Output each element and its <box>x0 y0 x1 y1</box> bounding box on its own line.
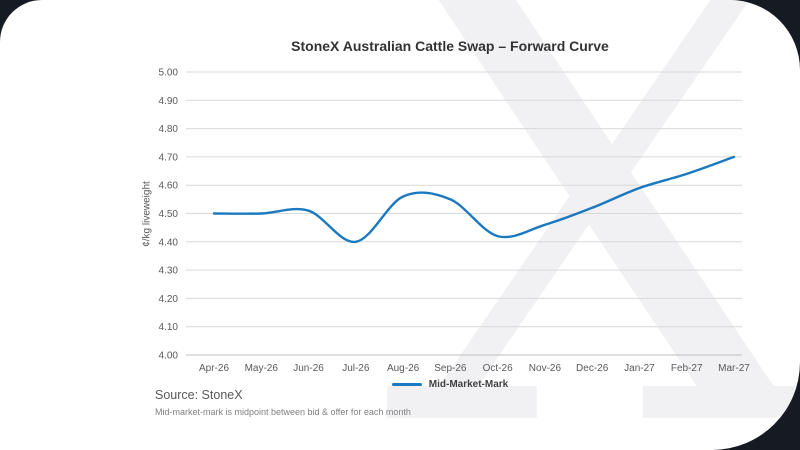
svg-text:4.20: 4.20 <box>159 294 179 305</box>
svg-text:Jan-27: Jan-27 <box>624 363 655 374</box>
svg-text:5.00: 5.00 <box>159 68 179 79</box>
svg-text:4.30: 4.30 <box>159 266 179 277</box>
stonex-x-watermark: X <box>383 0 800 450</box>
svg-text:Oct-26: Oct-26 <box>483 363 513 374</box>
legend-series-label: Mid-Market-Mark <box>428 379 509 390</box>
svg-text:Aug-26: Aug-26 <box>387 363 420 374</box>
svg-text:4.50: 4.50 <box>159 209 179 220</box>
y-axis-label: ¢/kg liveweight <box>141 181 153 247</box>
svg-text:Nov-26: Nov-26 <box>529 363 562 374</box>
footnote: Mid-market-mark is midpoint between bid … <box>155 407 411 417</box>
svg-text:4.90: 4.90 <box>159 96 179 107</box>
svg-text:Sep-26: Sep-26 <box>434 363 467 374</box>
svg-text:4.00: 4.00 <box>159 351 179 362</box>
svg-text:Dec-26: Dec-26 <box>576 363 609 374</box>
svg-text:Mar-27: Mar-27 <box>718 363 750 374</box>
svg-text:4.10: 4.10 <box>159 322 179 333</box>
svg-text:Jun-26: Jun-26 <box>293 363 324 374</box>
svg-text:May-26: May-26 <box>245 363 279 374</box>
source-attribution: Source: StoneX <box>155 388 243 402</box>
svg-text:4.60: 4.60 <box>159 181 179 192</box>
svg-text:Feb-27: Feb-27 <box>671 363 703 374</box>
svg-text:4.80: 4.80 <box>159 124 179 135</box>
svg-text:4.70: 4.70 <box>159 152 179 163</box>
svg-text:Apr-26: Apr-26 <box>199 363 229 374</box>
chart-legend: Mid-Market-Mark <box>130 379 770 390</box>
svg-text:Jul-26: Jul-26 <box>342 363 370 374</box>
svg-text:4.40: 4.40 <box>159 237 179 248</box>
chart-title: StoneX Australian Cattle Swap – Forward … <box>291 38 609 54</box>
legend-line-swatch <box>391 383 422 386</box>
